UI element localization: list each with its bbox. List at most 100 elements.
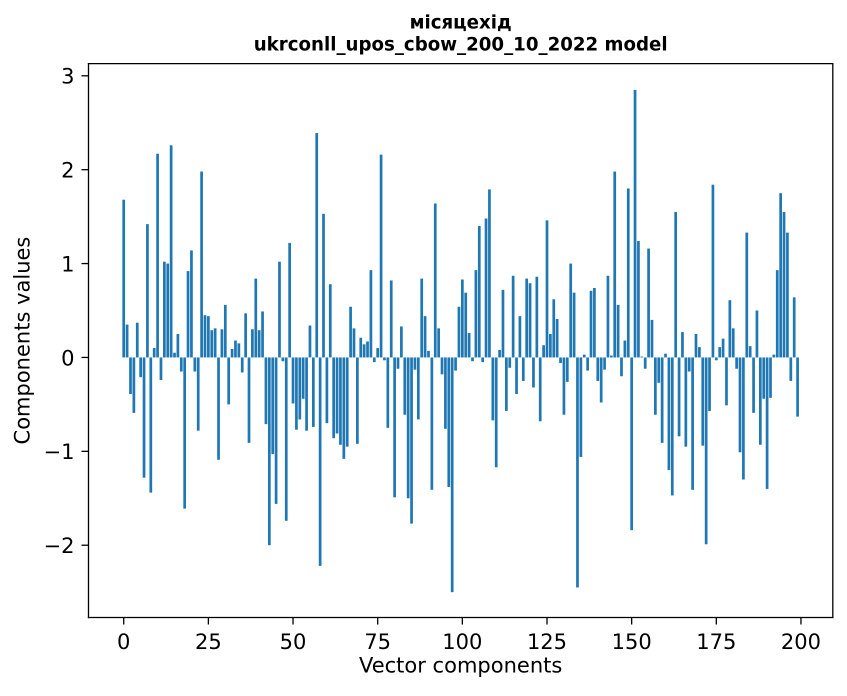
bar <box>223 304 227 358</box>
bar <box>569 263 573 358</box>
bar <box>430 357 434 490</box>
bar <box>559 357 562 364</box>
bar <box>295 357 298 430</box>
bar <box>674 211 678 358</box>
bar <box>416 357 420 420</box>
bar <box>515 357 518 395</box>
bar <box>440 357 444 375</box>
bar <box>335 357 339 434</box>
bar <box>613 171 617 358</box>
bar <box>582 354 586 358</box>
bar <box>271 357 275 455</box>
bar <box>782 211 786 358</box>
axes-spines <box>87 62 834 619</box>
bar <box>765 357 769 489</box>
bar <box>227 357 231 405</box>
bar <box>714 357 718 361</box>
bar <box>322 213 325 358</box>
bar <box>538 357 542 422</box>
bar <box>386 357 390 428</box>
bar <box>139 357 142 378</box>
bar <box>708 357 711 411</box>
bar <box>400 326 403 358</box>
bar <box>532 357 535 388</box>
bar <box>481 357 485 363</box>
bar <box>356 357 359 444</box>
bar <box>135 322 139 358</box>
bar <box>769 357 772 398</box>
bar <box>396 357 400 369</box>
bar <box>633 89 637 358</box>
bar <box>328 284 332 358</box>
bar <box>234 340 237 358</box>
x-tick-label: 75 <box>364 630 391 654</box>
bar <box>325 357 329 424</box>
bar <box>589 290 593 358</box>
bar <box>366 341 369 358</box>
bar <box>257 330 261 358</box>
bar <box>274 357 278 504</box>
bar <box>755 310 759 358</box>
bar <box>779 193 783 358</box>
bar <box>132 357 136 413</box>
bar <box>220 329 224 358</box>
bars-group <box>122 89 799 593</box>
bar <box>372 357 376 363</box>
bar <box>670 357 674 496</box>
bar <box>579 357 583 457</box>
bar <box>278 261 281 358</box>
bar <box>467 333 471 358</box>
y-tick-label: 0 <box>61 346 74 370</box>
bar <box>142 357 146 478</box>
bar <box>284 357 288 521</box>
bar <box>606 275 610 358</box>
bar <box>728 300 732 358</box>
bar <box>186 271 190 358</box>
bar <box>477 226 481 358</box>
bar <box>518 316 522 358</box>
bar <box>596 357 600 381</box>
bar <box>301 357 305 399</box>
bar <box>471 357 474 362</box>
bar <box>183 357 187 509</box>
bar <box>240 357 244 373</box>
bar <box>491 357 495 421</box>
bar <box>267 357 271 546</box>
bar <box>376 348 380 358</box>
bar <box>586 357 589 371</box>
x-tick-label: 100 <box>442 630 482 654</box>
bar <box>379 154 383 358</box>
bar <box>545 220 549 358</box>
bar <box>664 353 667 358</box>
bar <box>623 340 627 358</box>
bar <box>200 171 203 358</box>
bar <box>352 328 356 358</box>
bar <box>193 357 197 372</box>
x-tick-label: 200 <box>781 630 821 654</box>
bar <box>207 316 210 358</box>
bar <box>796 357 799 417</box>
bar <box>542 345 545 358</box>
bar <box>237 343 241 358</box>
bar <box>640 356 644 358</box>
bar <box>654 357 657 415</box>
bar <box>318 357 322 566</box>
bar <box>735 357 738 369</box>
x-tick-label: 175 <box>696 630 736 654</box>
bar <box>389 280 393 358</box>
bar <box>427 350 430 358</box>
y-axis-ticks: 3 2 1 0 −1 −2 <box>44 65 89 558</box>
bar <box>149 357 153 493</box>
bar <box>291 357 295 404</box>
bar <box>549 333 552 358</box>
bar <box>758 357 762 445</box>
bar <box>460 279 464 358</box>
bar <box>369 270 373 358</box>
bar <box>406 357 410 499</box>
bar <box>169 145 173 358</box>
bar <box>163 261 166 358</box>
bar <box>599 357 603 403</box>
bar <box>752 357 755 413</box>
y-tick-label: −2 <box>44 534 75 558</box>
